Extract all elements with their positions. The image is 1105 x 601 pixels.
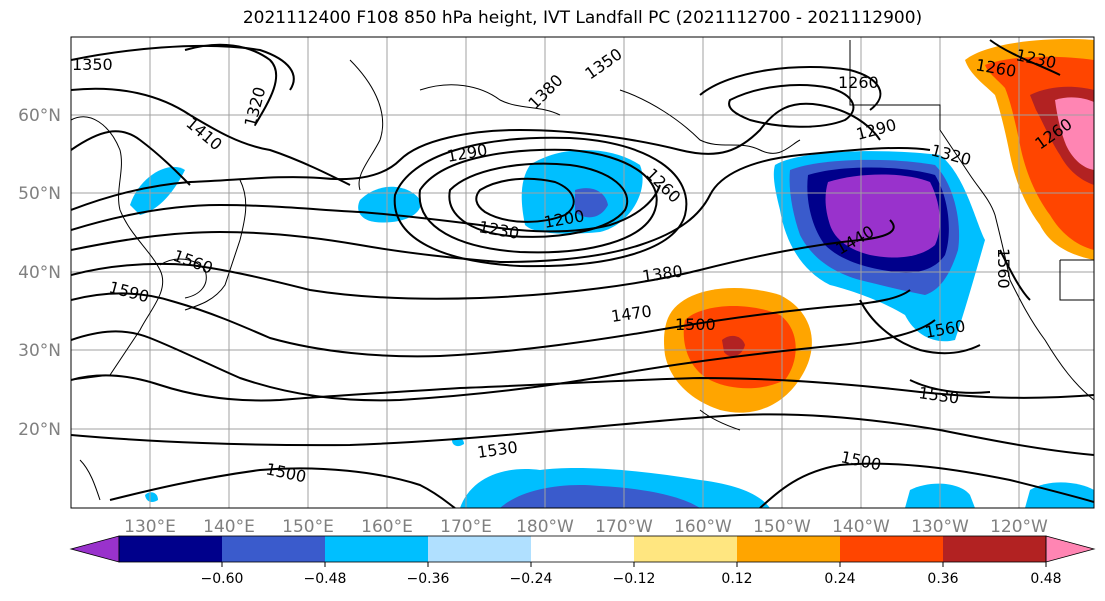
lat-label: 40°N: [18, 263, 61, 283]
lon-label: 180°W: [516, 517, 574, 537]
colorbar-bin: [737, 536, 841, 562]
lon-label: 160°W: [674, 517, 732, 537]
colorbar-tick-label: −0.60: [201, 571, 244, 587]
colorbar-tick-label: −0.48: [304, 571, 347, 587]
lon-label: 160°E: [361, 517, 413, 537]
colorbar-bin: [325, 536, 429, 562]
colorbar-extend-min: [69, 535, 120, 563]
colorbar-bin: [531, 536, 635, 562]
lon-label: 170°W: [595, 517, 653, 537]
latitude-labels: 60°N 50°N 40°N 30°N 20°N: [18, 106, 61, 440]
contour-label: 1350: [72, 55, 113, 74]
coastlines: [71, 40, 1094, 501]
colorbar-bin: [119, 536, 223, 562]
lat-label: 50°N: [18, 184, 61, 204]
lon-label: 140°E: [203, 517, 255, 537]
contour-label: 1500: [675, 315, 716, 334]
colorbar-bin: [222, 536, 326, 562]
colorbar-bin: [428, 536, 532, 562]
colorbar-tick-label: −0.36: [407, 571, 450, 587]
colorbar-bin: [634, 536, 738, 562]
colorbar-tick-label: −0.12: [613, 571, 656, 587]
colorbar: −0.60 −0.48 −0.36 −0.24 −0.12 0.12 0.24 0.36 0.4…: [69, 535, 1096, 587]
colorbar-outline: [118, 535, 1047, 563]
colorbar-bin: [943, 536, 1047, 562]
colorbar-tick-label: 0.24: [824, 571, 855, 587]
contour-label: 1560: [994, 248, 1013, 289]
colorbar-extend-max: [1045, 535, 1096, 563]
lon-label: 140°W: [832, 517, 890, 537]
colorbar-tick-label: 0.36: [927, 571, 958, 587]
lon-label: 130°W: [911, 517, 969, 537]
lon-label: 150°E: [282, 517, 334, 537]
lon-label: 170°E: [440, 517, 492, 537]
lon-label: 150°W: [753, 517, 811, 537]
lat-label: 20°N: [18, 420, 61, 440]
lon-label: 120°W: [990, 517, 1048, 537]
colorbar-bin: [840, 536, 944, 562]
colorbar-tick-label: 0.48: [1030, 571, 1061, 587]
colorbar-tick-label: −0.24: [510, 571, 553, 587]
longitude-labels: 130°E 140°E 150°E 160°E 170°E 180°W 170°…: [124, 517, 1048, 537]
lat-label: 30°N: [18, 341, 61, 361]
lat-label: 60°N: [18, 106, 61, 126]
lon-label: 130°E: [124, 517, 176, 537]
figure-title: 2021112400 F108 850 hPa height, IVT Land…: [242, 8, 923, 28]
colorbar-tick-label: 0.12: [721, 571, 752, 587]
ivt-negative-shading: [130, 150, 1094, 508]
map-frame: [70, 36, 1095, 509]
contour-label: 1260: [838, 73, 879, 92]
height-contours: [71, 39, 1094, 508]
